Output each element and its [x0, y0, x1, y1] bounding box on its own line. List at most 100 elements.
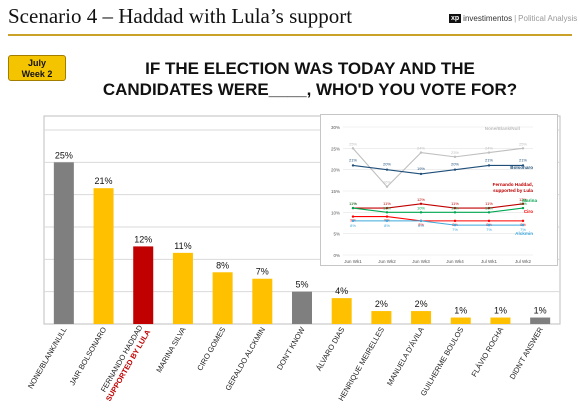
trend-point	[385, 206, 389, 210]
logo-name: investimentos	[463, 14, 513, 23]
bar-9	[411, 311, 432, 324]
trend-point-label: 21%	[349, 157, 357, 162]
category-label: MANUELA D'ÁVILA	[385, 326, 426, 388]
bar-value-label: 4%	[335, 286, 348, 296]
trend-point-label: 11%	[451, 201, 459, 206]
category-label: FLÁVIO ROCHA	[469, 326, 505, 379]
trend-x-tick-label: Jul Wk2	[515, 259, 532, 264]
vote-intention-trend-chart: 0% 5% 10% 15% 20% 25% 30% Jun Wk1 Jun Wk2 Jun Wk3…	[331, 125, 537, 264]
title-divider	[8, 34, 572, 36]
trend-point-label: 24%	[417, 146, 425, 151]
bar-value-label: 2%	[415, 299, 428, 309]
trend-point	[419, 211, 423, 214]
trend-point	[487, 164, 491, 167]
bar-value-label: 1%	[494, 306, 507, 316]
trend-point-label: 11%	[349, 201, 357, 206]
trend-point	[351, 219, 355, 223]
category-label: GERALDO ALCKMIN	[223, 326, 267, 393]
trend-point	[487, 211, 491, 214]
trend-series-legend-label: supported by Lula	[493, 188, 533, 193]
trend-series-legend-label: Alckmin	[515, 231, 533, 236]
bar-5	[252, 278, 273, 324]
bar-7	[331, 298, 352, 324]
category-label: DON'T KNOW	[275, 325, 307, 372]
trend-point	[521, 206, 525, 210]
trend-point	[351, 215, 355, 218]
trend-point	[385, 185, 389, 188]
trend-x-tick-label: Jul Wk1	[481, 259, 498, 264]
trend-point	[453, 206, 457, 210]
trend-x-tick-label: Jun Wk1	[344, 259, 362, 264]
bar-0	[53, 162, 74, 324]
trend-point-label: 19%	[417, 166, 425, 171]
trend-point	[385, 219, 389, 223]
trend-point-label: 8%	[418, 222, 424, 227]
trend-point-label: 24%	[485, 146, 493, 151]
trend-point-label: 12%	[519, 197, 527, 202]
bar-value-label: 7%	[256, 267, 269, 277]
trend-point-label: 11%	[349, 201, 357, 206]
bar-value-label: 25%	[55, 150, 73, 160]
bar-4	[212, 272, 233, 324]
bar-value-label: 1%	[454, 306, 467, 316]
trend-point-label: 11%	[383, 201, 391, 206]
trend-point	[521, 164, 525, 167]
trend-point-label: 7%	[520, 227, 526, 232]
trend-series-legend-label: Fernando Haddad,	[493, 182, 533, 187]
trend-series-legend-label: Ciro	[524, 209, 533, 214]
trend-point	[453, 155, 457, 159]
trend-point	[453, 223, 457, 227]
trend-point-label: 10%	[451, 205, 459, 210]
trend-series-line-3	[352, 207, 524, 213]
trend-series-legend-label: Marina	[522, 198, 537, 203]
trend-y-tick-label: 25%	[331, 146, 340, 151]
trend-point-label: 11%	[519, 201, 527, 206]
trend-series-legend-label: None/Blank/Null	[485, 126, 520, 131]
trend-point-label: 21%	[519, 157, 527, 162]
bar-value-label: 12%	[134, 234, 152, 244]
category-label-group: GUILHERME BOULOS	[419, 326, 466, 398]
survey-question-line-1: IF THE ELECTION WAS TODAY AND THE	[145, 59, 475, 78]
trend-series-line-1	[352, 164, 523, 175]
trend-point-label: 10%	[383, 205, 391, 210]
trend-series-line-2	[353, 203, 524, 209]
trend-point	[419, 151, 423, 154]
bar-value-label: 11%	[174, 241, 191, 251]
trend-point-label: 8%	[384, 223, 390, 228]
logo-mark: xp	[449, 14, 462, 23]
category-label: CIRO GOMES	[195, 326, 227, 373]
logo-separator: |	[514, 14, 517, 23]
category-label: NONE/BLANK/NULL	[26, 326, 69, 391]
category-label: HENRIQUE MEIRELLES	[336, 326, 386, 403]
trend-point	[487, 151, 491, 154]
bar-2	[133, 246, 154, 324]
category-label-group: NONE/BLANK/NULL	[26, 326, 69, 391]
trend-y-tick-label: 15%	[331, 189, 340, 194]
trend-point	[521, 147, 525, 150]
trend-point-label: 20%	[383, 162, 391, 167]
xp-logo: xp investimentos | Political Analysis	[449, 14, 577, 23]
trend-point-label: 11%	[485, 201, 493, 206]
trend-point	[419, 219, 423, 223]
bar-8	[371, 311, 392, 324]
trend-point	[351, 147, 355, 150]
trend-point	[385, 211, 389, 214]
trend-y-tick-label: 20%	[331, 168, 340, 173]
logo-subtitle: Political Analysis	[518, 14, 578, 23]
trend-point-label: 8%	[350, 223, 356, 228]
week-badge-month: July	[27, 58, 46, 68]
trend-x-tick-label: Jun Wk3	[412, 259, 430, 264]
trend-point	[453, 219, 457, 223]
trend-point	[487, 219, 491, 223]
trend-point	[487, 206, 491, 210]
bar-value-label: 1%	[534, 306, 547, 316]
trend-point	[351, 206, 355, 210]
bar-value-label: 21%	[95, 176, 113, 186]
category-label-group: HENRIQUE MEIRELLES	[336, 326, 386, 403]
trend-point-label: 12%	[417, 197, 425, 202]
week-badge-week: Week 2	[21, 69, 53, 79]
trend-point-label: 8%	[418, 223, 424, 228]
survey-question-line-2: CANDIDATES WERE____, WHO'D YOU VOTE FOR?	[102, 80, 518, 99]
category-label-group: GERALDO ALCKMIN	[223, 326, 267, 393]
